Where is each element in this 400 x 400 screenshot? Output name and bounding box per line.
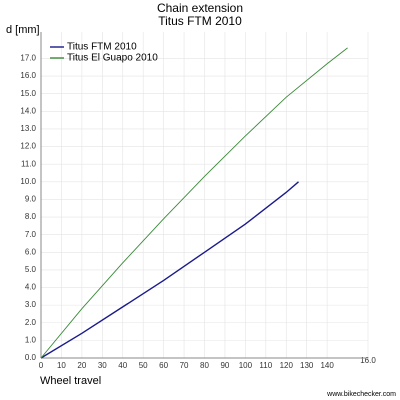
chart-title: Chain extension [157, 1, 243, 15]
y-tick-label: 11.0 [21, 159, 37, 168]
x-tick-label: 110 [259, 361, 272, 370]
y-tick-label: 7.0 [25, 230, 37, 239]
y-tick-label: 0.0 [25, 353, 37, 362]
legend-label: Titus FTM 2010 [67, 42, 137, 53]
y-tick-label: 17.0 [20, 54, 36, 63]
y-axis-label: d [mm] [6, 24, 40, 36]
x-tick-label: 20 [77, 361, 86, 370]
x-tick-label: 10 [57, 361, 66, 370]
legend-label: Titus El Guapo 2010 [67, 53, 158, 64]
x-axis-label: Wheel travel [40, 375, 101, 387]
x-tick-label: 120 [280, 361, 294, 370]
y-tick-label: 16.0 [20, 71, 36, 80]
x-tick-label: 100 [239, 361, 253, 370]
x-tick-label: 16.0 [360, 356, 376, 365]
x-tick-label: 0 [39, 361, 44, 370]
y-tick-label: 13.0 [20, 124, 36, 133]
data-line [40, 181, 299, 359]
y-tick-label: 2.0 [25, 318, 37, 327]
y-tick-label: 14.0 [20, 106, 36, 115]
y-tick-label: 8.0 [25, 212, 37, 221]
data-line [40, 47, 348, 359]
x-tick-label: 30 [98, 361, 107, 370]
y-tick-label: 5.0 [25, 265, 37, 274]
y-tick-label: 6.0 [25, 247, 37, 256]
x-tick-label: 40 [118, 361, 127, 370]
x-tick-label: 60 [159, 361, 168, 370]
y-tick-label: 1.0 [25, 335, 37, 344]
y-tick-label: 15.0 [20, 89, 36, 98]
y-tick-label: 10.0 [20, 177, 36, 186]
watermark: www.bikechecker.com [326, 391, 396, 398]
chart-subtitle: Titus FTM 2010 [158, 14, 242, 28]
y-tick-label: 12.0 [20, 142, 36, 151]
y-tick-label: 4.0 [25, 283, 37, 292]
x-tick-label: 140 [320, 361, 334, 370]
y-tick-label: 3.0 [25, 300, 37, 309]
x-tick-label: 50 [139, 361, 148, 370]
x-tick-label: 90 [220, 361, 229, 370]
x-tick-label: 130 [300, 361, 314, 370]
x-tick-label: 80 [200, 361, 209, 370]
y-tick-label: 9.0 [25, 195, 37, 204]
x-tick-label: 70 [180, 361, 189, 370]
